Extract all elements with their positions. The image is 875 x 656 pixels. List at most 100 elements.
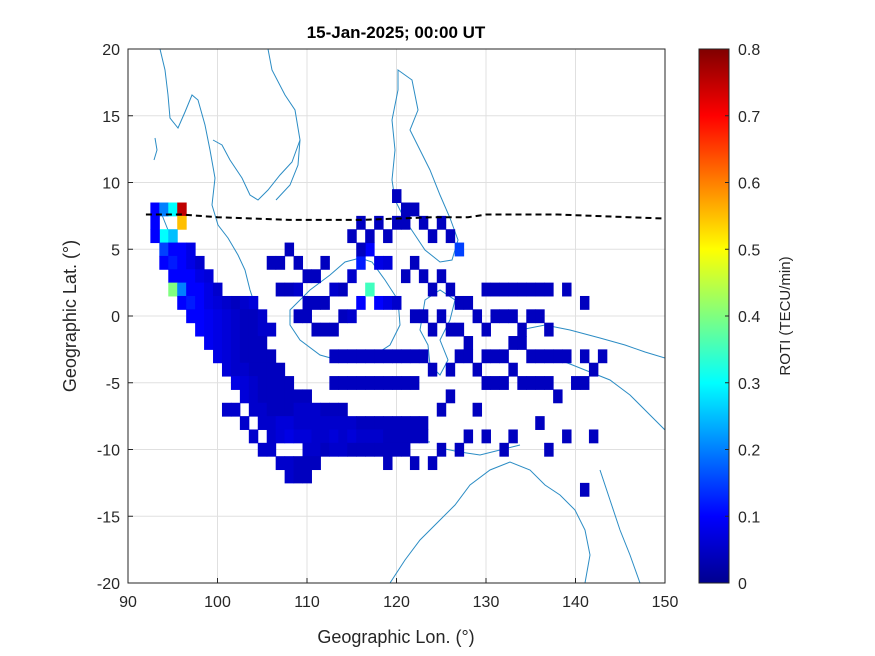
roti-cell: [177, 255, 187, 270]
roti-cell: [266, 349, 277, 364]
roti-cell: [409, 309, 420, 324]
y-tick-label: 10: [102, 176, 120, 193]
roti-cell: [257, 349, 268, 364]
x-axis-ticks: 90 100 110 120 130 140 150: [119, 578, 678, 611]
roti-cell: [454, 295, 465, 310]
roti-cell: [400, 349, 411, 364]
roti-cell: [239, 362, 250, 377]
roti-cell: [221, 349, 232, 364]
roti-cell: [499, 349, 509, 364]
roti-cell: [472, 402, 483, 417]
roti-cell: [427, 456, 438, 471]
roti-cell: [526, 309, 536, 324]
roti-cell: [248, 295, 259, 310]
roti-cell: [168, 242, 178, 257]
roti-cell: [445, 282, 456, 297]
roti-cell: [463, 336, 474, 350]
roti-cell: [168, 282, 178, 297]
roti-cell: [436, 309, 447, 324]
roti-cell: [409, 416, 420, 430]
roti-cell: [320, 295, 330, 310]
roti-cell: [338, 442, 348, 457]
roti-cell: [409, 202, 420, 217]
roti-cell: [365, 442, 375, 457]
roti-cell: [436, 269, 447, 284]
colorbar-tick-label: 0.7: [738, 109, 760, 126]
roti-cell: [284, 402, 295, 417]
roti-cell: [392, 429, 402, 444]
roti-cell: [427, 362, 438, 377]
coast-andaman: [153, 137, 158, 161]
roti-cell: [553, 349, 563, 364]
roti-cell: [320, 402, 330, 417]
roti-cell: [579, 482, 590, 497]
roti-cell: [230, 362, 241, 377]
roti-cell: [508, 309, 518, 324]
roti-cell: [347, 229, 357, 244]
roti-cell: [400, 442, 411, 457]
roti-cell: [221, 336, 232, 350]
roti-cell: [329, 376, 339, 390]
x-tick-label: 100: [204, 594, 231, 611]
roti-cell: [213, 282, 223, 297]
roti-cell: [365, 349, 375, 364]
roti-cell: [266, 362, 277, 377]
roti-cell: [517, 376, 527, 390]
roti-cell: [195, 309, 205, 324]
roti-cell: [347, 442, 357, 457]
roti-cell: [338, 402, 348, 417]
roti-cell: [204, 322, 214, 337]
roti-cell: [374, 376, 384, 390]
roti-cell: [239, 376, 250, 390]
roti-cell: [213, 322, 223, 337]
magnetic-equator-line: [145, 213, 665, 221]
coast-cape-york: [599, 469, 641, 583]
roti-cell: [374, 349, 384, 364]
roti-cell: [535, 376, 545, 390]
roti-cell: [302, 429, 312, 444]
roti-cell: [508, 282, 518, 297]
coast-borneo: [289, 257, 401, 363]
roti-cell: [311, 456, 321, 471]
roti-cell: [481, 376, 491, 390]
roti-cell: [239, 336, 250, 350]
y-tick-label: -5: [106, 376, 120, 393]
roti-cell: [320, 255, 330, 270]
roti-cell: [526, 282, 536, 297]
roti-cell: [463, 429, 474, 444]
roti-cell: [383, 295, 393, 310]
roti-cell: [239, 389, 250, 404]
roti-cell: [230, 402, 241, 417]
roti-cell: [436, 215, 447, 230]
roti-cell: [284, 242, 295, 257]
roti-cell: [221, 309, 232, 324]
roti-cell: [213, 349, 223, 364]
roti-cell: [168, 269, 178, 284]
x-tick-label: 150: [652, 594, 679, 611]
roti-cell: [418, 429, 429, 444]
roti-cell: [159, 229, 169, 244]
roti-cell: [392, 189, 402, 204]
roti-cell: [257, 362, 268, 377]
roti-cell: [562, 282, 572, 297]
roti-cell: [284, 376, 295, 390]
roti-cell: [186, 269, 196, 284]
roti-cell: [159, 242, 169, 257]
roti-cell: [221, 295, 232, 310]
roti-cell: [266, 416, 277, 430]
roti-cell: [204, 336, 214, 350]
coast-vietnam-east: [275, 139, 301, 201]
y-tick-label: -20: [97, 576, 120, 593]
colorbar-tick-label: 0.1: [738, 509, 760, 526]
roti-cell: [177, 215, 187, 230]
roti-cell: [535, 349, 545, 364]
roti-cell: [302, 469, 312, 484]
roti-cell: [221, 362, 232, 377]
roti-cell: [374, 429, 384, 444]
roti-cells: [150, 189, 608, 497]
roti-cell: [374, 442, 384, 457]
roti-cell: [400, 376, 411, 390]
roti-cell: [562, 429, 572, 444]
roti-cell: [329, 349, 339, 364]
y-tick-label: 5: [111, 242, 120, 259]
